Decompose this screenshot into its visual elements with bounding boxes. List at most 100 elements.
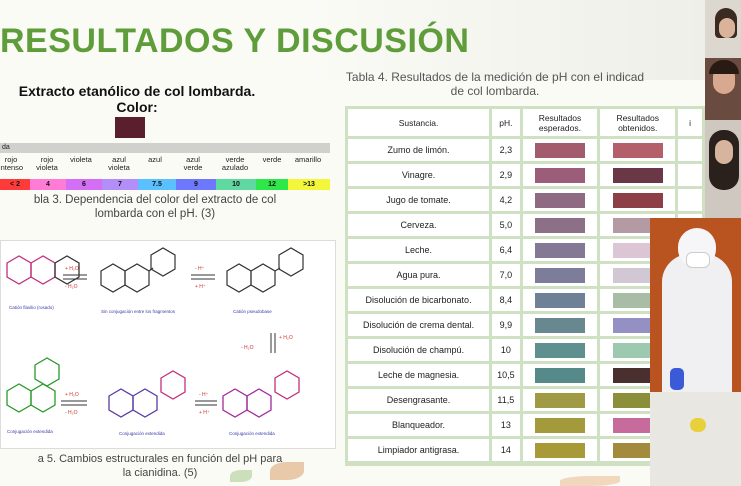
cell-substance: Disolución de champú.: [348, 339, 490, 361]
cell-expected: [522, 439, 598, 461]
cell-expected: [522, 264, 598, 286]
scale-cell: < 2: [0, 179, 30, 190]
scale-label: azul violeta: [108, 155, 130, 172]
scale-label: verde: [262, 155, 282, 164]
scale-color-bar: < 2 4 6 7 7.5 9 10 12 >13: [0, 179, 330, 190]
cell-expected: [522, 239, 598, 261]
table-row: Disolución de bicarbonato. 8,4: [348, 289, 702, 311]
participant-video-3: [705, 120, 741, 218]
cell-ph: 9,9: [492, 314, 520, 336]
structure-caption: Sin conjugación entre los fragmentos: [101, 309, 176, 314]
table-body: Zumo de limón. 2,3 Vinagre. 2,9 Jugo de toma…: [348, 139, 702, 461]
table-row: Cerveza. 5,0: [348, 214, 702, 236]
scale-label: amarillo: [294, 155, 322, 164]
cell-expected: [522, 289, 598, 311]
table-row: Limpiador antigrasa. 14: [348, 439, 702, 461]
table-row: Vinagre. 2,9: [348, 164, 702, 186]
header-obtained: Resultados obtenidos.: [600, 109, 676, 136]
table-row: Leche de magnesia. 10,5: [348, 364, 702, 386]
expected-color-swatch: [534, 217, 585, 233]
cell-ph: 10,5: [492, 364, 520, 386]
cell-expected: [522, 189, 598, 211]
cell-ph: 2,3: [492, 139, 520, 161]
cell-substance: Disolución de bicarbonato.: [348, 289, 490, 311]
scale-label: azul: [148, 155, 162, 164]
table-row: Jugo de tomate. 4,2: [348, 189, 702, 211]
scale-label: azul verde: [183, 155, 203, 172]
cell-ph: 13: [492, 414, 520, 436]
leaf-decoration: [230, 470, 252, 482]
header-extra: i: [678, 109, 702, 136]
figure-3-caption: bla 3. Dependencia del color del extract…: [0, 193, 310, 221]
cell-ph: 14: [492, 439, 520, 461]
arrow-label: + H₂O: [65, 266, 79, 272]
scale-label: violeta: [70, 155, 92, 164]
caption-line: la cianidina. (5): [122, 467, 198, 479]
cell-expected: [522, 414, 598, 436]
lemon-object: [690, 418, 706, 432]
scale-cell: 4: [30, 179, 66, 190]
figure-5-caption: a 5. Cambios estructurales en función de…: [0, 452, 320, 480]
arrow-label: + H⁺: [199, 410, 210, 416]
expected-color-swatch: [534, 417, 585, 433]
cell-substance: Disolución de crema dental.: [348, 314, 490, 336]
expected-color-swatch: [534, 442, 585, 458]
leaf-decoration: [270, 462, 304, 480]
table-row: Zumo de limón. 2,3: [348, 139, 702, 161]
cell-obtained: [600, 164, 676, 186]
table-row: Leche. 6,4: [348, 239, 702, 261]
cell-substance: Jugo de tomate.: [348, 189, 490, 211]
cell-ph: 8,4: [492, 289, 520, 311]
table-row: Disolución de champú. 10: [348, 339, 702, 361]
obtained-color-swatch: [612, 167, 663, 183]
arrow-label: - H₂O: [241, 345, 254, 351]
cell-expected: [522, 339, 598, 361]
extract-title: Extracto etanólico de col lombarda. Colo…: [6, 83, 268, 115]
slide-title: RESULTADOS Y DISCUSIÓN: [0, 22, 470, 60]
cell-substance: Cerveza.: [348, 214, 490, 236]
header-expected: Resultados esperados.: [522, 109, 598, 136]
structure-caption: Conjugación extendida: [229, 431, 275, 436]
cell-expected: [522, 139, 598, 161]
expected-color-swatch: [534, 142, 585, 158]
cell-obtained: [600, 189, 676, 211]
arrow-label: + H⁺: [195, 284, 206, 290]
scale-cell: 12: [256, 179, 288, 190]
table-row: Desengrasante. 11,5: [348, 389, 702, 411]
table-row: Disolución de crema dental. 9,9: [348, 314, 702, 336]
arrow-label: + H₂O: [279, 335, 293, 341]
caption-line: Tabla 4. Resultados de la medición de pH…: [345, 70, 645, 84]
expected-color-swatch: [534, 242, 585, 258]
cell-ph: 5,0: [492, 214, 520, 236]
scale-header: da: [0, 143, 330, 153]
expected-color-swatch: [534, 317, 585, 333]
scale-cell: 10: [216, 179, 256, 190]
expected-color-swatch: [534, 192, 585, 208]
header-substance: Sustancia.: [348, 109, 490, 136]
obtained-color-swatch: [612, 192, 663, 208]
cell-extra: [678, 189, 702, 211]
cell-expected: [522, 214, 598, 236]
cell-extra: [678, 164, 702, 186]
cell-ph: 7,0: [492, 264, 520, 286]
presenter-mask: [686, 252, 710, 268]
cell-expected: [522, 164, 598, 186]
extract-title-line1: Extracto etanólico de col lombarda.: [18, 83, 256, 99]
expected-color-swatch: [534, 267, 585, 283]
expected-color-swatch: [534, 342, 585, 358]
header-ph: pH.: [492, 109, 520, 136]
cell-extra: [678, 139, 702, 161]
cell-substance: Leche.: [348, 239, 490, 261]
expected-color-swatch: [534, 367, 585, 383]
arrow-label: - H⁺: [199, 392, 209, 398]
cell-ph: 6,4: [492, 239, 520, 261]
participant-video-presenter: [650, 218, 741, 486]
cyanidin-structure-diagram: + H₂O - H₂O - H⁺ + H⁺ + H₂O - H₂O Catión…: [0, 240, 336, 449]
table-row: Blanqueador. 13: [348, 414, 702, 436]
caption-line: bla 3. Dependencia del color del extract…: [33, 194, 277, 206]
cell-substance: Zumo de limón.: [348, 139, 490, 161]
scale-cell: >13: [288, 179, 330, 190]
table-4-caption: Tabla 4. Resultados de la medición de pH…: [330, 70, 660, 98]
cell-ph: 11,5: [492, 389, 520, 411]
